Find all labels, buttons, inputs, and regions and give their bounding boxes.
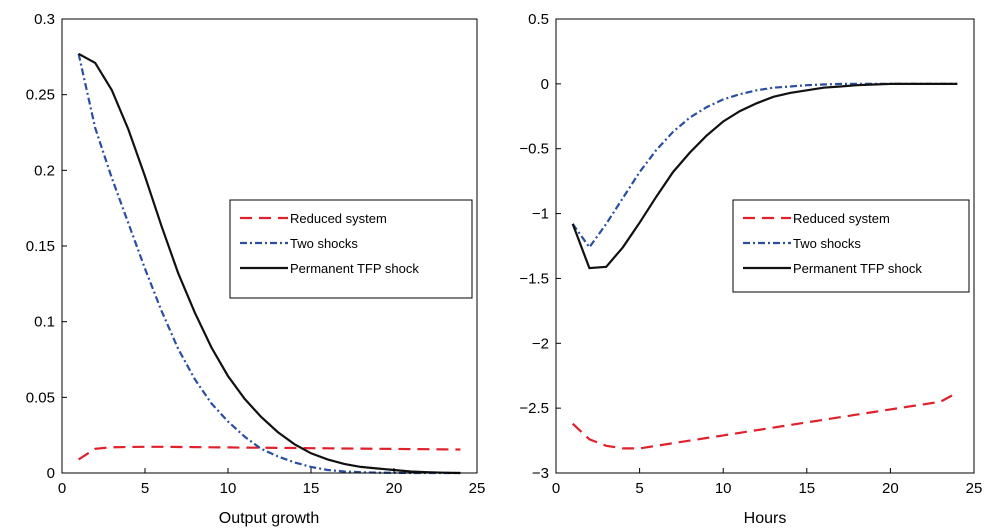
output-growth-panel: 0 5 10 15 20 25 0 0.05 0.1 0.15 0.2 0.25 0.3 Output …	[26, 11, 486, 527]
legend-box	[229, 199, 473, 299]
series-line-1	[78, 445, 461, 461]
y-tick-label: −1.5	[519, 270, 549, 287]
y-tick-label: −2	[532, 335, 549, 352]
x-tick-label: 15	[798, 480, 815, 497]
legend-label: Two shocks	[290, 236, 358, 251]
x-tick-label: 20	[882, 480, 899, 497]
legend: Reduced system Two shocks Permanent TFP sh…	[732, 199, 970, 293]
x-tick-label: 5	[141, 480, 149, 497]
x-tick-label: 0	[552, 480, 560, 497]
legend-box	[732, 199, 970, 293]
y-tick-label: 0.25	[26, 87, 55, 104]
x-axis-title: Output growth	[219, 510, 320, 527]
legend-label: Permanent TFP shock	[793, 261, 922, 276]
hours-panel: 0 5 10 15 20 25 −3 −2.5 −2 −1.5 −1 −0.5 0 0.5 Hours R…	[519, 11, 982, 527]
y-tick-label: −1	[532, 206, 549, 223]
series-line-2	[571, 82, 958, 250]
x-tick-label: 20	[386, 480, 403, 497]
x-tick-label: 15	[303, 480, 320, 497]
x-tick-label: 25	[469, 480, 486, 497]
x-axis-title: Hours	[744, 510, 787, 527]
legend-label: Reduced system	[793, 211, 890, 226]
y-tick-label: 0.05	[26, 389, 55, 406]
y-tick-label: 0.1	[34, 314, 55, 331]
y-tick-label: 0	[47, 465, 55, 482]
x-tick-label: 10	[220, 480, 237, 497]
y-tick-label: −0.5	[519, 141, 549, 158]
legend-label: Two shocks	[793, 236, 861, 251]
legend-label: Permanent TFP shock	[290, 261, 419, 276]
legend-label: Reduced system	[290, 211, 387, 226]
x-tick-label: 25	[966, 480, 983, 497]
y-tick-label: 0.3	[34, 11, 55, 28]
x-tick-label: 10	[715, 480, 732, 497]
x-tick-label: 0	[58, 480, 66, 497]
y-tick-label: 0.15	[26, 238, 55, 255]
series-line-2	[77, 53, 461, 475]
legend: Reduced system Two shocks Permanent TFP sh…	[229, 199, 473, 299]
y-tick-label: −2.5	[519, 400, 549, 417]
y-tick-label: −3	[532, 465, 549, 482]
plot-frame	[555, 18, 975, 474]
series-line-1	[571, 391, 958, 450]
series-line-3	[571, 82, 958, 270]
series-line-3	[78, 52, 461, 475]
x-tick-label: 5	[635, 480, 643, 497]
y-tick-label: 0.2	[34, 162, 55, 179]
y-tick-label: 0	[541, 76, 549, 93]
y-tick-label: 0.5	[528, 11, 549, 28]
